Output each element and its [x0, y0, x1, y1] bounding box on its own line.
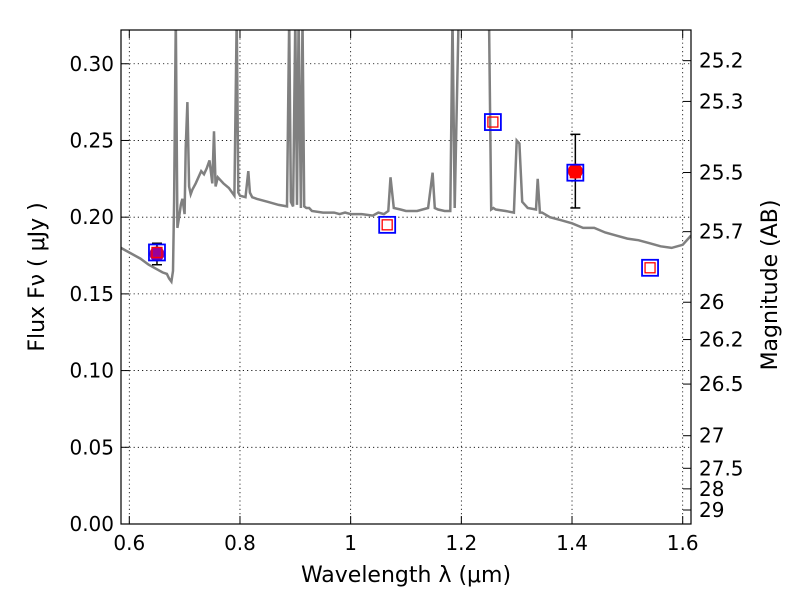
right-tick-label: 25.7	[699, 220, 744, 244]
data-markers	[148, 113, 659, 277]
y-tick-label: 0.15	[69, 282, 114, 306]
right-tick-label: 27.5	[699, 456, 744, 480]
x-tick-label: 1.6	[667, 531, 699, 555]
model-point-outer-square	[483, 113, 502, 131]
plot-area	[121, 30, 691, 285]
template-spectrum-line	[121, 30, 691, 285]
y-tick-label: 0.00	[69, 512, 114, 536]
right-tick-label: 25.2	[699, 49, 744, 73]
right-tick-label: 27	[699, 424, 724, 448]
right-axis-label: Magnitude (AB)	[758, 200, 783, 371]
model-point-inner-square	[644, 262, 656, 274]
right-tick-label: 28	[699, 477, 724, 501]
x-tick-label: 0.8	[224, 531, 256, 555]
model-point-inner-square	[487, 116, 499, 128]
right-tick-label: 25.5	[699, 161, 744, 185]
model-point-inner-square	[381, 219, 393, 231]
plot-frame	[120, 29, 692, 525]
x-tick-label: 1	[344, 531, 357, 555]
right-tick-label: 26	[699, 290, 724, 314]
right-tick-label: 26.5	[699, 372, 744, 396]
model-point-outer-square	[641, 258, 659, 277]
model-point-outer-square	[566, 163, 585, 182]
right-tick-label: 25.3	[699, 89, 744, 113]
x-tick-label: 0.6	[113, 531, 145, 555]
y-tick-label: 0.30	[69, 52, 114, 76]
axis-ticks: 0.6 0.8 1 1.2 1.4 1.6 0.00 0.05 0.10 0.15 0.20 0.25…	[69, 30, 744, 555]
y-tick-label: 0.25	[69, 128, 114, 152]
x-axis-label: Wavelength λ (μm)	[301, 563, 511, 588]
model-point-outer-square	[378, 215, 397, 234]
y-tick-label: 0.05	[69, 435, 114, 459]
model-point-inner-square	[151, 246, 163, 259]
model-point-inner-square	[569, 167, 581, 179]
y-tick-label: 0.20	[69, 205, 114, 229]
x-tick-label: 1.2	[445, 531, 477, 555]
y-axis-label: Flux Fν ( μJy )	[25, 202, 50, 351]
right-tick-label: 29	[699, 498, 724, 522]
right-tick-label: 26.2	[699, 328, 744, 352]
y-tick-label: 0.10	[69, 359, 114, 383]
model-point-outer-square	[148, 243, 166, 262]
x-tick-label: 1.4	[556, 531, 588, 555]
